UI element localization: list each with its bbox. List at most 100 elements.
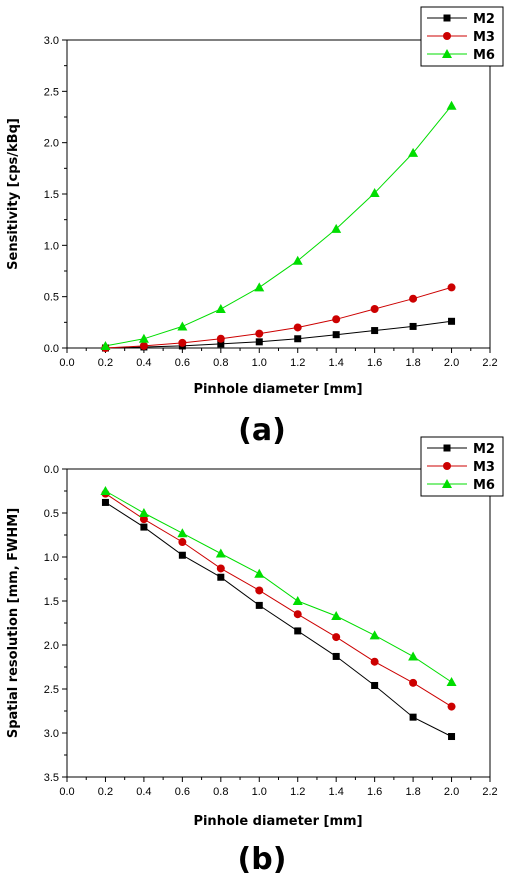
chart-a-m3-point-7: [370, 304, 379, 313]
chart-a-y-tick-label-3: 1.5: [44, 189, 59, 201]
chart-b-y-tick-label-7: 3.5: [44, 772, 59, 784]
chart-a-m6-point-7: [369, 187, 380, 197]
chart-a-legend-marker-m6: [442, 49, 452, 58]
chart-b-y-axis: 0.0 0.5 1.0 1.5 2.0 2.5 3.0 3.5: [44, 464, 67, 784]
chart-b-y-tick-label-3: 1.5: [44, 596, 59, 608]
chart-b-x-tick-label-3: 0.6: [175, 786, 190, 798]
chart-b-x-axis: 0.0 0.2 0.4 0.6 0.8 1.0 1.2 1.4 1.6 1.8 2.0 2.2: [59, 777, 498, 798]
chart-b-x-tick-label-8: 1.6: [367, 786, 382, 798]
chart-b-legend: M2 M3 M6: [420, 436, 504, 497]
chart-b-m2-point-9: [448, 733, 456, 741]
chart-a-m2-point-8: [409, 322, 417, 330]
chart-b-m3-point-3: [216, 564, 225, 573]
chart-a-m6-point-4: [254, 282, 265, 292]
chart-a-x-tick-label-7: 1.4: [329, 357, 344, 369]
chart-a-m3-point-1: [139, 341, 148, 350]
chart-a-x-tick-label-4: 0.8: [213, 357, 228, 369]
chart-a-m6-point-1: [138, 333, 149, 343]
chart-a-m2-point-5: [294, 335, 302, 343]
chart-a-series-lines: [105, 105, 452, 349]
chart-a-m3-point-5: [293, 323, 302, 332]
chart-b-m3-point-9: [447, 702, 456, 711]
chart-b-m2-point-0: [101, 498, 109, 506]
chart-a-plot-frame: [66, 39, 491, 349]
chart-b-m3-point-6: [332, 633, 341, 642]
chart-b-m2-point-5: [294, 627, 302, 635]
chart-b-series-line-m2: [105, 501, 452, 737]
chart-a-m2-point-7: [371, 327, 379, 335]
chart-b-m6-point-8: [408, 651, 419, 661]
chart-a-x-tick-label-6: 1.2: [290, 357, 305, 369]
chart-b-series-markers: [100, 486, 457, 741]
chart-a-series-line-m2: [105, 320, 452, 349]
chart-b-plot-frame: [66, 468, 491, 778]
chart-a-series-line-m3: [105, 286, 452, 349]
chart-b-x-tick-label-7: 1.4: [329, 786, 344, 798]
chart-a-x-tick-label-10: 2.0: [444, 357, 459, 369]
chart-b-series-lines: [105, 490, 452, 737]
chart-a-m3-point-8: [409, 294, 418, 303]
chart-b-m6-point-6: [331, 610, 342, 620]
chart-b-m6-point-3: [215, 548, 226, 558]
chart-a-m3-point-2: [178, 338, 187, 347]
chart-b-m6-point-0: [100, 486, 111, 495]
chart-a-m2-point-4: [255, 338, 263, 346]
chart-a-series-line-m6: [105, 105, 452, 347]
chart-b-m3-point-5: [293, 610, 302, 619]
chart-b-legend-label-m3: M3: [473, 460, 495, 475]
chart-a-m6-point-9: [446, 100, 457, 110]
chart-b-x-tick-label-4: 0.8: [213, 786, 228, 798]
chart-a-x-tick-label-5: 1.0: [252, 357, 267, 369]
chart-a-m6-point-6: [331, 223, 342, 233]
chart-b-x-tick-label-10: 2.0: [444, 786, 459, 798]
chart-b-legend-label-m2: M2: [473, 442, 495, 457]
chart-b-panel-label: (b): [238, 842, 287, 877]
chart-a-x-tick-label-3: 0.6: [175, 357, 190, 369]
chart-b-x-tick-label-11: 2.2: [482, 786, 497, 798]
chart-b-x-tick-label-2: 0.4: [136, 786, 151, 798]
chart-b-legend-marker-m3: [443, 462, 451, 470]
chart-a-x-tick-label-1: 0.2: [98, 357, 113, 369]
chart-b-y-tick-label-1: 0.5: [44, 508, 59, 520]
chart-a-m2-point-3: [217, 340, 225, 348]
chart-b-x-tick-label-0: 0.0: [59, 786, 74, 798]
chart-b-legend-label-m6: M6: [473, 478, 495, 493]
chart-a-x-tick-label-9: 1.8: [405, 357, 420, 369]
chart-b-y-tick-label-0: 0.0: [44, 464, 59, 476]
chart-a-m3-point-3: [216, 334, 225, 343]
chart-a-legend-marker-m2: [443, 14, 451, 22]
chart-b-y-tick-label-2: 1.0: [44, 552, 59, 564]
chart-b-y-tick-label-4: 2.0: [44, 640, 59, 652]
chart-a-x-axis-title: Pinhole diameter [mm]: [193, 382, 362, 397]
chart-b-m2-point-1: [140, 523, 148, 531]
chart-a-x-tick-label-11: 2.2: [482, 357, 497, 369]
chart-b-m2-point-7: [371, 681, 379, 689]
chart-b-m2-point-6: [332, 652, 340, 660]
chart-b-m3-point-2: [178, 538, 187, 547]
chart-a-x-tick-label-0: 0.0: [59, 357, 74, 369]
chart-a-y-tick-label-4: 2.0: [44, 138, 59, 150]
chart-b-m6-point-2: [177, 528, 188, 538]
chart-a-m3-point-4: [255, 329, 264, 338]
chart-a-m6-point-2: [177, 321, 188, 331]
chart-a-y-tick-label-5: 2.5: [44, 86, 59, 98]
chart-a-m6-point-3: [215, 303, 226, 313]
chart-b-x-tick-label-9: 1.8: [405, 786, 420, 798]
chart-a-y-tick-label-0: 0.0: [44, 343, 59, 355]
chart-b-x-tick-label-5: 1.0: [252, 786, 267, 798]
chart-b-m3-point-1: [139, 515, 148, 524]
chart-b-series-line-m3: [105, 493, 452, 708]
chart-a-x-tick-label-8: 1.6: [367, 357, 382, 369]
chart-a-panel-label: (a): [238, 413, 286, 448]
chart-b-y-tick-label-6: 3.0: [44, 728, 59, 740]
chart-b-m6-point-7: [369, 630, 380, 640]
chart-b-m6-point-4: [254, 568, 265, 578]
chart-a-m6-point-0: [100, 340, 111, 350]
chart-a-x-axis: 0.0 0.2 0.4 0.6 0.8 1.0 1.2 1.4 1.6 1.8 2.0 2.2: [59, 348, 498, 369]
chart-b-m3-point-7: [370, 657, 379, 666]
chart-b-legend-marker-m6: [442, 479, 452, 488]
chart-b-m2-point-8: [409, 713, 417, 721]
chart-a-series-markers: [100, 100, 457, 352]
chart-a-m3-point-6: [332, 315, 341, 324]
